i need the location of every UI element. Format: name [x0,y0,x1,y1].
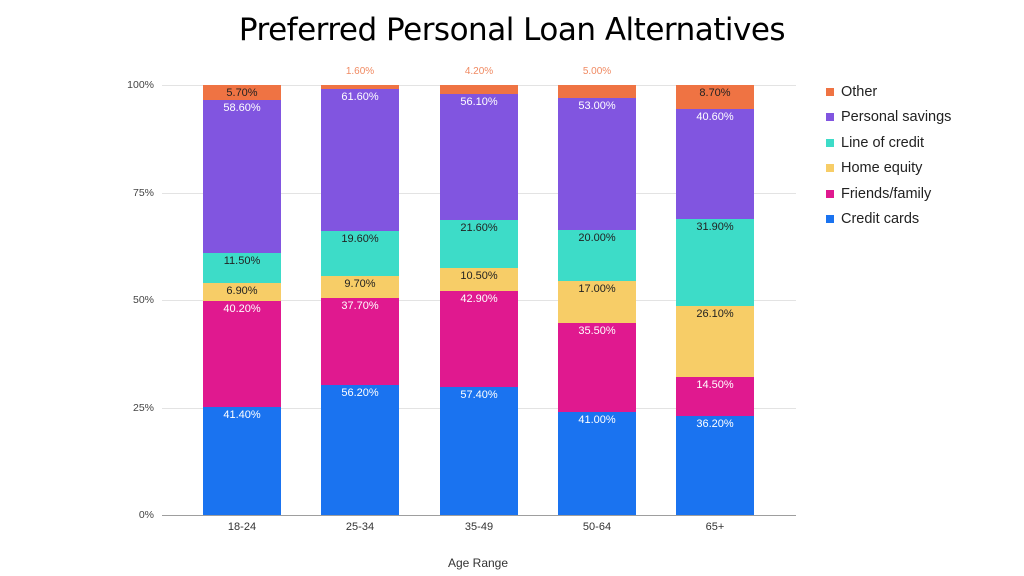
legend-swatch-icon [826,164,834,173]
gridline [162,515,796,516]
legend-label: Personal savings [841,109,952,126]
x-tick-label: 35-49 [464,521,494,533]
x-tick-label: 50-64 [582,521,612,533]
bar-50-64[interactable]: 41.00% 35.50% 17.00% 20.00% 53.00% 5.00% [558,66,636,515]
bar-18-24[interactable]: 41.40% 40.20% 6.90% 11.50% 58.60% 5.70% [203,85,281,515]
bar-segment-line-of-credit[interactable]: 31.90% [676,219,754,306]
x-tick-label: 65+ [705,521,725,533]
bar-segment-line-of-credit[interactable]: 11.50% [203,253,281,284]
data-label: 11.50% [223,255,261,268]
legend-swatch-icon [826,87,834,96]
y-tick-label: 75% [132,186,154,199]
data-label: 41.00% [578,414,616,427]
legend-swatch-icon [826,215,834,224]
legend-item[interactable]: Line of credit [826,130,951,156]
data-label: 6.90% [226,285,258,298]
data-label: 53.00% [578,99,616,112]
bar-65+[interactable]: 36.20% 14.50% 26.10% 31.90% 40.60% 8.70% [676,85,754,515]
bar-segment-home-equity[interactable]: 6.90% [203,283,281,302]
data-label: 40.60% [696,110,734,123]
data-label: 57.40% [460,388,498,401]
data-label: 5.00% [582,66,612,78]
x-tick-label: 25-34 [345,521,375,533]
bar-segment-credit-cards[interactable]: 41.00% [558,412,636,515]
bar-segment-line-of-credit[interactable]: 21.60% [440,219,518,268]
bar-segment-friends-family[interactable]: 14.50% [676,377,754,417]
data-label: 21.60% [460,221,498,234]
bar-segment-home-equity[interactable]: 10.50% [440,267,518,292]
x-tick-label: 18-24 [227,521,257,533]
bar-segment-other[interactable]: 5.00% [558,66,636,98]
x-axis-label: Age Range [447,556,509,570]
data-label: 42.90% [460,293,498,306]
legend-item[interactable]: Home equity [826,156,951,182]
legend: Other Personal savings Line of credit Home … [826,79,951,232]
bar-segment-credit-cards[interactable]: 57.40% [440,386,518,515]
data-label: 35.50% [578,325,616,338]
data-label: 5.70% [226,87,258,100]
legend-item[interactable]: Other [826,79,951,105]
data-label: 9.70% [344,278,376,291]
data-label: 10.50% [460,269,498,282]
bar-35-49[interactable]: 57.40% 42.90% 10.50% 21.60% 56.10% 4.20% [440,66,518,515]
data-label: 56.20% [341,387,379,400]
legend-item[interactable]: Friends/family [826,181,951,207]
bar-segment-home-equity[interactable]: 9.70% [321,276,399,299]
data-label: 37.70% [341,300,379,313]
y-tick-label: 50% [132,294,154,306]
bar-25-34[interactable]: 56.20% 37.70% 9.70% 19.60% 61.60% 1.60% [321,66,399,515]
legend-swatch-icon [826,138,834,147]
bar-segment-personal-savings[interactable]: 61.60% [321,88,399,231]
y-tick-label: 100% [127,79,154,91]
data-label: 58.60% [223,101,261,114]
legend-swatch-icon [826,113,834,122]
data-label: 56.10% [460,96,498,109]
bar-segment-other[interactable]: 1.60% [321,66,399,89]
data-label: 4.20% [464,66,494,78]
data-label: 14.50% [696,379,734,392]
bar-segment-other[interactable]: 5.70% [203,85,281,100]
bar-segment-other[interactable]: 8.70% [676,85,754,109]
bar-segment-personal-savings[interactable]: 58.60% [203,99,281,254]
data-label: 19.60% [341,232,379,245]
legend-item[interactable]: Personal savings [826,105,951,131]
bar-segment-friends-family[interactable]: 42.90% [440,291,518,387]
bar-segment-credit-cards[interactable]: 36.20% [676,416,754,515]
data-label: 17.00% [578,282,616,295]
bar-segment-other[interactable]: 4.20% [440,66,518,95]
bar-segment-friends-family[interactable]: 35.50% [558,323,636,413]
chart-title: Preferred Personal Loan Alternatives [238,12,786,48]
bar-segment-personal-savings[interactable]: 53.00% [558,97,636,231]
data-label: 40.20% [223,303,261,316]
bar-segment-home-equity[interactable]: 17.00% [558,280,636,324]
legend-label: Friends/family [841,185,932,202]
data-label: 41.40% [223,408,261,421]
legend-label: Credit cards [841,211,920,228]
data-label: 36.20% [696,418,734,431]
y-tick-label: 0% [138,509,154,521]
legend-label: Line of credit [841,134,925,151]
data-label: 31.90% [696,221,734,234]
data-label: 1.60% [345,66,375,78]
bar-segment-line-of-credit[interactable]: 20.00% [558,230,636,281]
legend-swatch-icon [826,189,834,198]
bar-segment-credit-cards[interactable]: 41.40% [203,406,281,515]
y-tick-label: 25% [132,401,154,414]
bar-segment-friends-family[interactable]: 37.70% [321,298,399,386]
legend-label: Home equity [841,160,923,177]
legend-item[interactable]: Credit cards [826,207,951,233]
data-label: 20.00% [578,232,616,245]
bar-segment-line-of-credit[interactable]: 19.60% [321,230,399,277]
data-label: 8.70% [699,87,731,100]
bar-segment-home-equity[interactable]: 26.10% [676,306,754,378]
bar-segment-personal-savings[interactable]: 56.10% [440,94,518,220]
legend-label: Other [841,83,878,100]
data-label: 26.10% [696,308,734,320]
bar-segment-friends-family[interactable]: 40.20% [203,301,281,407]
bar-segment-credit-cards[interactable]: 56.20% [321,385,399,515]
bar-segment-personal-savings[interactable]: 40.60% [676,108,754,220]
plot-area: 41.40% 40.20% 6.90% 11.50% 58.60% 5.70% 56.20%… [162,66,796,516]
data-label: 61.60% [341,90,379,103]
